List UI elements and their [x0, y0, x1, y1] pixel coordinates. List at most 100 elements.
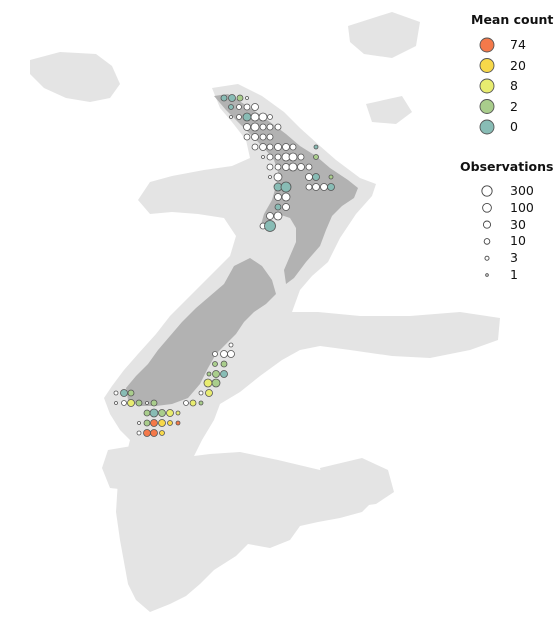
observation-point: [267, 114, 273, 120]
observation-point: [189, 399, 197, 407]
mean-count-swatch: [479, 37, 495, 53]
observation-point: [228, 94, 236, 102]
observation-point: [251, 103, 259, 111]
observation-point: [266, 133, 274, 141]
observation-point: [328, 174, 334, 180]
observation-point: [305, 163, 313, 171]
observation-point: [175, 420, 181, 426]
observation-point: [121, 400, 127, 406]
observation-point: [288, 162, 298, 172]
observation-point: [206, 371, 212, 377]
observation-point: [212, 361, 218, 367]
observation-point: [220, 360, 228, 368]
observations-size-symbol: [483, 238, 491, 245]
mean-count-label: 8: [510, 78, 518, 93]
mean-count-label: 0: [510, 119, 518, 134]
observation-point: [137, 421, 141, 425]
observation-point: [166, 409, 174, 417]
observation-point: [149, 408, 159, 418]
observation-point: [236, 104, 242, 110]
observation-point: [259, 133, 267, 141]
observation-point: [305, 173, 313, 181]
observation-point: [273, 211, 283, 221]
observations-size-symbol: [484, 255, 490, 261]
observation-point: [320, 183, 328, 191]
observation-point: [114, 401, 118, 405]
observation-point: [305, 183, 313, 191]
observation-point: [220, 350, 228, 358]
mean-count-label: 2: [510, 98, 518, 114]
observations-label: 3: [510, 250, 518, 266]
observation-point: [313, 154, 319, 160]
observations-size-symbol: [482, 202, 492, 213]
observation-point: [264, 220, 276, 232]
observation-point: [150, 419, 158, 427]
observation-point: [280, 181, 292, 193]
observation-point: [274, 143, 282, 151]
observation-point: [289, 143, 297, 151]
mean-count-swatch: [479, 58, 495, 73]
observation-point: [243, 103, 251, 111]
observation-point: [158, 419, 166, 427]
observations-legend-title: Observations: [460, 159, 554, 174]
observation-point: [273, 172, 283, 182]
observations-size-symbol: [481, 185, 493, 197]
observation-point: [297, 153, 305, 161]
observation-point: [312, 183, 320, 191]
observation-point: [261, 155, 265, 159]
observation-point: [158, 409, 166, 417]
observation-point: [274, 123, 282, 131]
mean-count-swatch: [479, 119, 495, 135]
observation-point: [143, 419, 151, 427]
observation-point: [198, 400, 204, 406]
observation-point: [274, 163, 282, 171]
observation-point: [167, 420, 173, 426]
observation-point: [159, 430, 165, 436]
observation-point: [259, 123, 267, 131]
observation-points: [113, 94, 335, 437]
observation-point: [127, 399, 135, 407]
observation-point: [228, 104, 234, 110]
observation-point: [266, 212, 274, 220]
observation-point: [227, 350, 235, 358]
observation-point: [236, 94, 244, 102]
observation-point: [145, 401, 149, 405]
observations-label: 300: [510, 183, 534, 198]
observation-point: [281, 192, 291, 202]
mean-count-legend-title: Mean count: [471, 12, 554, 27]
observation-point: [136, 430, 142, 436]
observation-point: [266, 143, 274, 151]
observation-point: [297, 163, 305, 171]
observations-legend: [481, 185, 493, 277]
observation-point: [198, 390, 204, 396]
observation-point: [251, 143, 259, 151]
observation-point: [183, 400, 189, 406]
mean-count-label: 74: [510, 37, 526, 52]
mean-count-legend: [479, 37, 495, 135]
observation-point: [259, 143, 267, 151]
observation-point: [266, 153, 274, 161]
observation-point: [274, 153, 282, 161]
observation-point: [229, 115, 233, 119]
observation-point: [212, 351, 218, 357]
observation-point: [313, 144, 319, 150]
observation-point: [243, 123, 251, 131]
observation-point: [150, 429, 158, 437]
observation-point: [228, 342, 234, 348]
observations-size-symbol: [485, 273, 489, 277]
mean-count-swatch: [479, 78, 495, 94]
observation-point: [127, 389, 135, 397]
observation-point: [266, 123, 274, 131]
mean-count-swatch: [479, 99, 495, 114]
observation-point: [236, 114, 242, 120]
observation-point: [266, 163, 274, 171]
observation-point: [135, 399, 143, 407]
mean-count-label: 20: [510, 57, 526, 73]
observation-point: [243, 133, 251, 141]
observation-point: [282, 163, 290, 171]
observation-point: [288, 152, 298, 162]
observation-point: [250, 122, 260, 132]
observation-point: [242, 112, 252, 122]
observation-point: [212, 370, 220, 378]
